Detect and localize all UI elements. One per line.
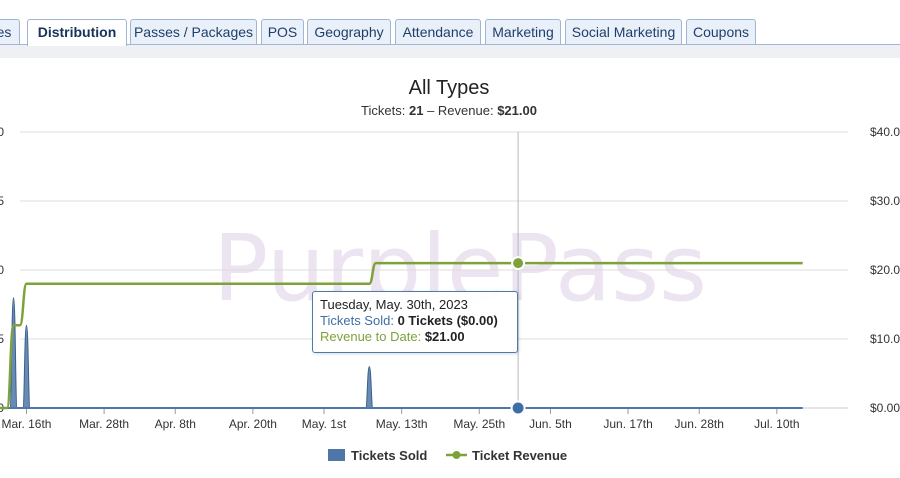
ticket-revenue-series [0,261,803,410]
legend: Tickets Sold Ticket Revenue [328,448,567,463]
revenue-hover-marker [511,256,526,271]
tab-pos[interactable]: POS [261,19,304,45]
chart-area: PurplePass All Types Tickets: 21 – Reven… [0,58,900,478]
right-tick-label: $20.00 [870,263,900,277]
tickets-sold-peak [22,324,31,409]
right-tick-label: $40.00 [870,125,900,139]
tab-attendance[interactable]: Attendance [395,19,481,45]
tab-marketing[interactable]: Marketing [485,19,561,45]
tickets-sold-peak [365,366,374,409]
tab-sales[interactable]: es [0,19,20,45]
left-axis: 05101520 [0,125,4,415]
tab-distribution[interactable]: Distribution [27,19,127,46]
left-tick-label: 15 [0,194,4,208]
right-axis: $0.00 $10.00 $20.00 $30.00 $40.00 [870,125,900,415]
tooltip-revenue-to-date: Revenue to Date: $21.00 [320,329,465,344]
x-tick-label: Jul. 10th [754,417,799,431]
legend-tickets-label[interactable]: Tickets Sold [351,448,427,463]
chart-tooltip: Tuesday, May. 30th, 2023 Tickets Sold: 0… [312,291,518,353]
x-axis: Mar. 16th Mar. 28th Apr. 8th Apr. 20th May. … [1,408,800,431]
chart-title: All Types [409,77,490,99]
tickets-sold-peak [9,297,18,409]
tooltip-tickets-sold: Tickets Sold: 0 Tickets ($0.00) [320,313,498,328]
right-tick-label: $10.00 [870,332,900,346]
x-tick-label: Apr. 8th [155,417,196,431]
right-tick-label: $0.00 [870,401,900,415]
legend-revenue-label[interactable]: Ticket Revenue [472,448,567,463]
x-tick-label: May. 13th [376,417,428,431]
x-tick-label: Mar. 16th [1,417,51,431]
tab-passes-packages[interactable]: Passes / Packages [130,19,257,45]
tab-bar: es Distribution Passes / Packages POS Ge… [0,0,900,58]
tab-content-strip [0,44,900,58]
tickets-hover-marker [510,400,526,416]
tab-geography[interactable]: Geography [307,19,391,45]
left-tick-label: 20 [0,125,4,139]
tooltip-date: Tuesday, May. 30th, 2023 [320,297,468,312]
tab-social-marketing[interactable]: Social Marketing [565,19,682,45]
chart-subtitle: Tickets: 21 – Revenue: $21.00 [361,103,537,118]
crosshair [510,132,526,416]
x-tick-label: Jun. 5th [529,417,572,431]
legend-tickets-swatch [328,449,345,461]
chart-svg: PurplePass All Types Tickets: 21 – Reven… [0,77,900,463]
x-tick-label: Apr. 20th [229,417,277,431]
tab-coupons[interactable]: Coupons [686,19,756,45]
x-tick-label: May. 1st [302,417,347,431]
tickets-sold-series [0,297,803,409]
x-tick-label: Jun. 28th [675,417,724,431]
ticket-revenue-line [0,261,803,410]
right-tick-label: $30.00 [870,194,900,208]
x-tick-label: Jun. 17th [603,417,652,431]
left-tick-label: 5 [0,332,4,346]
x-tick-label: Mar. 28th [79,417,129,431]
x-tick-label: May. 25th [453,417,505,431]
grid-lines [20,131,848,409]
legend-revenue-marker [452,451,461,459]
left-tick-label: 10 [0,263,4,277]
